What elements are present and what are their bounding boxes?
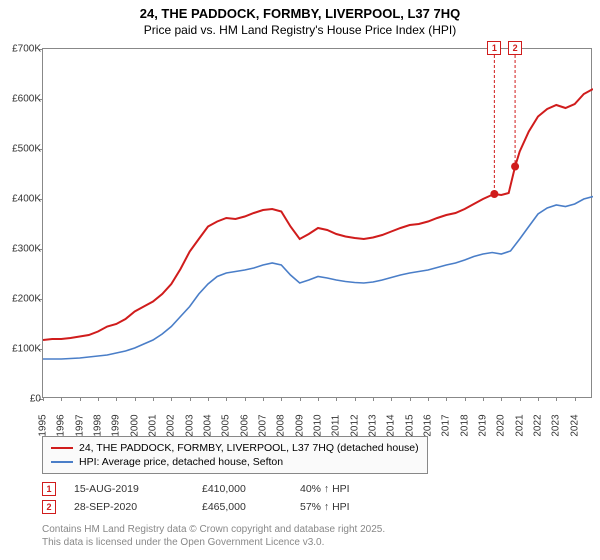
legend-row: HPI: Average price, detached house, Seft… — [51, 455, 419, 469]
x-axis-label: 2003 — [184, 414, 195, 436]
x-axis-label: 1997 — [74, 414, 85, 436]
sale-date: 28-SEP-2020 — [74, 501, 184, 513]
page-title: 24, THE PADDOCK, FORMBY, LIVERPOOL, L37 … — [0, 0, 600, 23]
x-axis-label: 2005 — [221, 414, 232, 436]
x-axis-label: 2023 — [551, 414, 562, 436]
sale-row: 1 15-AUG-2019 £410,000 40% ↑ HPI — [42, 480, 390, 498]
legend-row: 24, THE PADDOCK, FORMBY, LIVERPOOL, L37 … — [51, 441, 419, 455]
x-axis-label: 2012 — [349, 414, 360, 436]
sale-price: £410,000 — [202, 483, 282, 495]
x-axis-label: 2018 — [459, 414, 470, 436]
x-axis-label: 2010 — [313, 414, 324, 436]
x-axis-label: 2024 — [569, 414, 580, 436]
x-axis-label: 2004 — [203, 414, 214, 436]
legend: 24, THE PADDOCK, FORMBY, LIVERPOOL, L37 … — [42, 436, 428, 474]
x-axis-label: 1995 — [38, 414, 49, 436]
legend-label-series2: HPI: Average price, detached house, Seft… — [79, 456, 283, 468]
x-axis-label: 2000 — [129, 414, 140, 436]
x-axis-label: 2002 — [166, 414, 177, 436]
x-axis-label: 2008 — [276, 414, 287, 436]
sale-price: £465,000 — [202, 501, 282, 513]
x-axis-label: 2013 — [368, 414, 379, 436]
plot-region: £0£100K£200K£300K£400K£500K£600K£700K199… — [42, 48, 592, 398]
sale-pct: 40% ↑ HPI — [300, 483, 390, 495]
sale-row: 2 28-SEP-2020 £465,000 57% ↑ HPI — [42, 498, 390, 516]
x-axis-label: 2016 — [423, 414, 434, 436]
x-axis-label: 2007 — [258, 414, 269, 436]
marker-dot — [490, 190, 498, 198]
chart-svg — [43, 49, 593, 399]
x-axis-label: 2009 — [294, 414, 305, 436]
sale-marker-icon: 1 — [42, 482, 56, 496]
page-subtitle: Price paid vs. HM Land Registry's House … — [0, 23, 600, 41]
x-axis-label: 2015 — [404, 414, 415, 436]
legend-label-series1: 24, THE PADDOCK, FORMBY, LIVERPOOL, L37 … — [79, 442, 419, 454]
legend-swatch-series1 — [51, 447, 73, 449]
sale-marker-icon: 2 — [42, 500, 56, 514]
sale-date: 15-AUG-2019 — [74, 483, 184, 495]
sale-footer: 1 15-AUG-2019 £410,000 40% ↑ HPI 2 28-SEP-202… — [42, 480, 390, 516]
x-axis-label: 2006 — [239, 414, 250, 436]
x-axis-label: 2001 — [148, 414, 159, 436]
marker-dot — [511, 163, 519, 171]
series-line-price_paid — [43, 89, 593, 340]
y-axis-label: £500K — [1, 144, 41, 155]
legend-swatch-series2 — [51, 461, 73, 463]
x-axis-label: 2022 — [533, 414, 544, 436]
marker-box: 1 — [487, 41, 501, 55]
series-line-hpi — [43, 197, 593, 360]
y-axis-label: £300K — [1, 244, 41, 255]
x-axis-label: 1996 — [56, 414, 67, 436]
x-axis-label: 2017 — [441, 414, 452, 436]
copyright-line2: This data is licensed under the Open Gov… — [42, 537, 385, 550]
chart-area: £0£100K£200K£300K£400K£500K£600K£700K199… — [42, 48, 592, 398]
x-axis-label: 2019 — [478, 414, 489, 436]
x-axis-label: 2014 — [386, 414, 397, 436]
x-axis-label: 2011 — [331, 415, 342, 437]
sale-pct: 57% ↑ HPI — [300, 501, 390, 513]
x-axis-label: 1999 — [111, 414, 122, 436]
x-axis-label: 1998 — [93, 414, 104, 436]
y-axis-label: £700K — [1, 44, 41, 55]
y-axis-label: £0 — [1, 394, 41, 405]
y-axis-label: £600K — [1, 94, 41, 105]
x-axis-label: 2021 — [514, 414, 525, 436]
copyright: Contains HM Land Registry data © Crown c… — [42, 524, 385, 549]
y-axis-label: £100K — [1, 344, 41, 355]
chart-container: 24, THE PADDOCK, FORMBY, LIVERPOOL, L37 … — [0, 0, 600, 560]
marker-box: 2 — [508, 41, 522, 55]
x-axis-label: 2020 — [496, 414, 507, 436]
y-axis-label: £400K — [1, 194, 41, 205]
y-axis-label: £200K — [1, 294, 41, 305]
copyright-line1: Contains HM Land Registry data © Crown c… — [42, 524, 385, 537]
